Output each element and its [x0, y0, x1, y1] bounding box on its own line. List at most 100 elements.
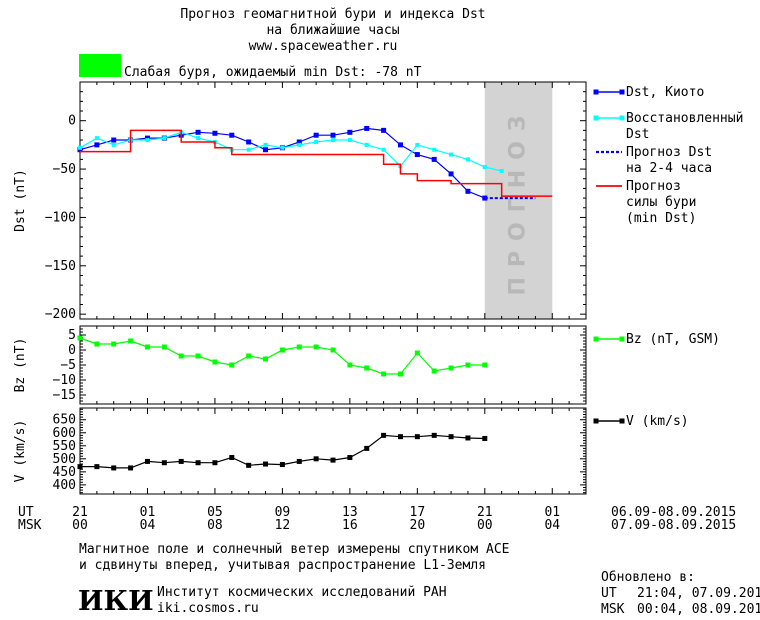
data-point-restored — [347, 138, 352, 143]
legend-marker — [593, 115, 599, 121]
data-point-bz — [279, 347, 285, 353]
data-point-restored — [331, 138, 335, 143]
data-point-restored — [280, 145, 285, 150]
ut-tick-label: 05 — [207, 505, 223, 520]
data-point-v — [431, 432, 437, 438]
msk-tick-label: 08 — [207, 518, 223, 533]
storm-status-text: Слабая буря, ожидаемый min Dst: -78 nT — [124, 65, 422, 80]
ut-axis-label: UT — [18, 505, 34, 520]
updated-msk-time: 00:04, 08.09.2015 — [637, 602, 760, 617]
forecast-zone-label: ПРОГНОЗ — [506, 105, 531, 295]
data-point-bz — [111, 341, 117, 347]
data-point-v — [77, 464, 83, 470]
data-point-restored — [78, 145, 82, 150]
updated-ut-label: UT — [601, 586, 617, 601]
data-point-kyoto — [195, 129, 201, 135]
data-point-restored — [314, 139, 319, 144]
data-point-kyoto — [431, 156, 437, 162]
data-point-v — [263, 461, 269, 467]
y-tick-label: 0 — [68, 343, 76, 358]
data-point-v — [161, 460, 167, 466]
data-point-bz — [77, 335, 83, 341]
data-point-restored — [162, 136, 167, 141]
ut-tick-label: 01 — [140, 505, 156, 520]
data-point-kyoto — [397, 142, 403, 148]
legend-marker — [619, 115, 625, 121]
ut-tick-label: 21 — [477, 505, 493, 520]
legend-label-restored: Dst — [626, 127, 649, 142]
legend-label-restored: Восстановленный — [626, 111, 743, 126]
y-tick-label: 600 — [53, 426, 76, 441]
data-point-bz — [381, 371, 387, 377]
y-axis-label: Dst (nT) — [13, 169, 28, 232]
legend-label-kyoto: Dst, Киото — [626, 85, 704, 100]
data-point-kyoto — [465, 188, 471, 194]
legend-marker — [619, 89, 625, 95]
data-point-bz — [364, 365, 370, 371]
legend-marker — [619, 418, 625, 424]
updated-label: Обновлено в: — [601, 570, 695, 585]
data-point-v — [414, 434, 420, 440]
data-point-restored — [381, 147, 386, 152]
msk-tick-label: 16 — [342, 518, 358, 533]
data-point-restored — [364, 142, 369, 147]
data-point-v — [94, 464, 100, 470]
data-point-bz — [195, 353, 201, 359]
data-point-v — [279, 462, 285, 468]
series-line-bz — [79, 337, 485, 375]
y-tick-label: 5 — [68, 328, 76, 343]
msk-tick-label: 04 — [544, 518, 560, 533]
series-line-restored — [79, 131, 502, 172]
legend-label-v: V (km/s) — [626, 414, 689, 429]
data-point-bz — [212, 359, 218, 365]
data-point-bz — [347, 362, 353, 368]
data-point-v — [246, 462, 252, 468]
msk-tick-label: 04 — [140, 518, 156, 533]
y-tick-label: 650 — [53, 413, 76, 428]
data-point-bz — [94, 341, 100, 347]
y-axis-label: V (km/s) — [13, 420, 28, 483]
chart-title-line2: на ближайшие часы — [266, 23, 399, 38]
msk-tick-label: 00 — [477, 518, 493, 533]
data-point-restored — [465, 157, 470, 162]
updated-msk-label: MSK — [601, 602, 625, 617]
data-point-v — [397, 434, 403, 440]
data-point-kyoto — [94, 142, 100, 148]
data-point-kyoto — [364, 125, 370, 131]
institute-site: iki.cosmos.ru — [157, 601, 259, 616]
legend-label-forecast: на 2-4 часа — [626, 161, 712, 176]
data-point-bz — [465, 362, 471, 368]
y-tick-label: −10 — [53, 373, 76, 388]
data-point-kyoto — [246, 139, 252, 145]
dst-panel: ПРОГНОЗ 0 −50 −100 −150 −200 Dst (nT) Dst, Киот… — [13, 81, 743, 322]
data-point-restored — [432, 147, 437, 152]
y-tick-label: −50 — [53, 162, 76, 177]
data-point-v — [465, 435, 471, 441]
data-point-v — [178, 458, 184, 464]
data-point-bz — [229, 362, 235, 368]
data-point-bz — [296, 344, 302, 350]
legend-marker — [593, 89, 599, 95]
ut-tick-label: 09 — [275, 505, 291, 520]
ut-date-range: 06.09-08.09.2015 — [611, 505, 736, 520]
data-point-restored — [297, 142, 302, 147]
data-point-kyoto — [313, 132, 319, 138]
data-point-v — [364, 445, 370, 451]
data-point-v — [195, 460, 201, 466]
data-point-v — [212, 460, 218, 466]
updated-ut-time: 21:04, 07.09.2015 — [637, 586, 760, 601]
data-point-kyoto — [212, 130, 218, 136]
data-point-bz — [313, 344, 319, 350]
ut-tick-label: 01 — [544, 505, 560, 520]
bz-panel: 50−5−10−15 Bz (nT) Bz (nT, GSM) — [13, 325, 720, 405]
data-point-v — [144, 458, 150, 464]
y-axis-label: Bz (nT) — [13, 338, 28, 393]
legend-label-bz: Bz (nT, GSM) — [626, 332, 720, 347]
data-point-restored — [482, 165, 487, 170]
data-point-bz — [431, 368, 437, 374]
data-point-bz — [397, 371, 403, 377]
forecast-zone — [484, 82, 553, 319]
y-tick-label: 0 — [68, 114, 76, 129]
